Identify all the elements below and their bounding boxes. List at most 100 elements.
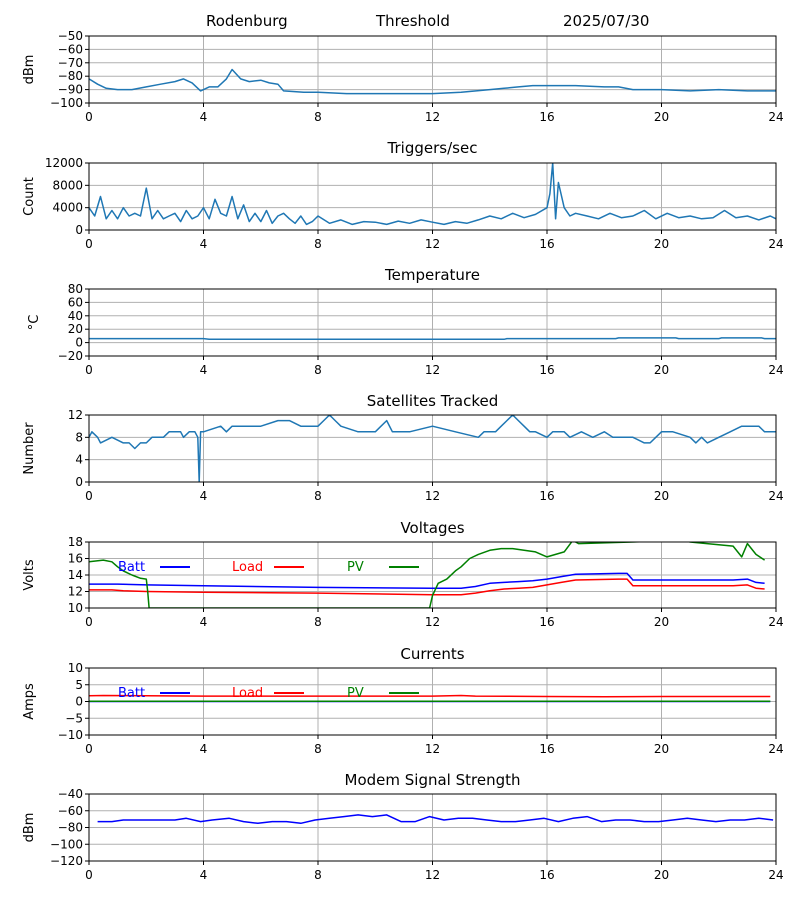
- x-tick-label: 12: [425, 615, 440, 629]
- series-line-0: [89, 68, 776, 95]
- x-tick-label: 12: [425, 489, 440, 503]
- y-axis-label: Volts: [22, 559, 37, 591]
- x-tick-label: 16: [539, 237, 554, 251]
- x-tick-label: 8: [314, 489, 322, 503]
- series-line-0: [89, 337, 776, 341]
- series-group: [89, 415, 776, 482]
- x-tick-label: 16: [539, 742, 554, 756]
- legend-label: Load: [232, 560, 263, 575]
- chart-title: Temperature: [384, 266, 480, 284]
- x-tick-label: 0: [85, 110, 93, 124]
- series-line-load: [89, 694, 771, 698]
- x-tick-label: 0: [85, 489, 93, 503]
- y-tick-label: 8000: [52, 178, 83, 192]
- chart-title: Modem Signal Strength: [345, 771, 521, 789]
- x-tick-label: 4: [200, 868, 208, 882]
- y-axis-label: Number: [22, 422, 37, 475]
- y-tick-label: −5: [65, 711, 83, 725]
- x-tick-label: 24: [768, 489, 783, 503]
- y-tick-label: 18: [68, 535, 83, 549]
- y-tick-label: 60: [68, 295, 83, 309]
- series-line-pv: [89, 542, 766, 608]
- y-axis-label: Count: [22, 177, 37, 216]
- x-tick-label: 24: [768, 615, 783, 629]
- y-tick-label: 12000: [45, 156, 83, 170]
- x-tick-label: 0: [85, 237, 93, 251]
- x-tick-label: 4: [200, 615, 208, 629]
- y-tick-label: −100: [50, 837, 83, 851]
- series-group: [89, 68, 776, 95]
- x-tick-label: 16: [539, 363, 554, 377]
- x-tick-label: 0: [85, 742, 93, 756]
- y-tick-label: −90: [58, 83, 83, 97]
- series-group: [89, 337, 776, 341]
- x-tick-label: 8: [314, 363, 322, 377]
- y-tick-label: 0: [75, 336, 83, 350]
- x-tick-label: 0: [85, 363, 93, 377]
- x-tick-label: 12: [425, 110, 440, 124]
- y-tick-label: −80: [58, 69, 83, 83]
- chart-panel-5: 0 4 8 12 16 20 24 −10 −5 0 5 10 Currents Amps Batt Load…: [22, 645, 784, 756]
- x-tick-label: 8: [314, 110, 322, 124]
- chart-panel-1: 0 4 8 12 16 20 24 0 4000 8000 12000 Triggers/sec Cou…: [22, 139, 784, 251]
- chart-title: Satellites Tracked: [367, 392, 498, 410]
- y-tick-label: −70: [58, 56, 83, 70]
- series-group: [89, 694, 771, 703]
- y-tick-label: 4: [75, 453, 83, 467]
- series-line-batt: [89, 572, 765, 589]
- x-tick-label: 12: [425, 742, 440, 756]
- y-axis-label: dBm: [22, 55, 37, 85]
- y-tick-label: −60: [58, 42, 83, 56]
- x-tick-label: 20: [654, 363, 669, 377]
- x-tick-label: 20: [654, 237, 669, 251]
- y-tick-label: 12: [68, 585, 83, 599]
- header-mode: Threshold: [376, 12, 450, 30]
- y-tick-label: −20: [58, 349, 83, 363]
- y-axis-label: °C: [27, 315, 42, 331]
- x-tick-label: 20: [654, 868, 669, 882]
- series-group: [89, 163, 776, 226]
- y-tick-label: −80: [58, 821, 83, 835]
- x-tick-label: 16: [539, 868, 554, 882]
- x-tick-label: 20: [654, 110, 669, 124]
- y-axis-label: Amps: [22, 683, 37, 720]
- y-tick-label: 8: [75, 430, 83, 444]
- x-tick-label: 24: [768, 237, 783, 251]
- y-tick-label: 0: [75, 223, 83, 237]
- y-tick-label: 10: [68, 661, 83, 675]
- x-tick-label: 0: [85, 868, 93, 882]
- header-date: 2025/07/30: [563, 12, 650, 30]
- x-tick-label: 24: [768, 110, 783, 124]
- y-tick-label: 5: [75, 678, 83, 692]
- y-tick-label: 12: [68, 408, 83, 422]
- y-tick-label: −50: [58, 29, 83, 43]
- x-tick-label: 20: [654, 615, 669, 629]
- y-tick-label: −100: [50, 96, 83, 110]
- legend-label: Batt: [118, 560, 145, 575]
- chart-panel-4: 0 4 8 12 16 20 24 10 12 14 16 18 Voltages Volts Batt Lo…: [22, 519, 784, 629]
- series-line-0: [97, 814, 774, 825]
- series-line-load: [89, 578, 765, 596]
- y-tick-label: 14: [68, 568, 83, 582]
- x-tick-label: 12: [425, 363, 440, 377]
- legend-label: Load: [232, 686, 263, 701]
- x-tick-label: 16: [539, 489, 554, 503]
- x-tick-label: 4: [200, 489, 208, 503]
- x-tick-label: 16: [539, 615, 554, 629]
- y-tick-label: −40: [58, 787, 83, 801]
- y-tick-label: 80: [68, 282, 83, 296]
- chart-title: Voltages: [400, 519, 464, 537]
- y-tick-label: 0: [75, 695, 83, 709]
- x-tick-label: 4: [200, 110, 208, 124]
- y-tick-label: 20: [68, 322, 83, 336]
- x-tick-label: 4: [200, 363, 208, 377]
- legend-label: PV: [347, 560, 364, 575]
- x-tick-label: 12: [425, 868, 440, 882]
- x-tick-label: 0: [85, 615, 93, 629]
- x-tick-label: 8: [314, 742, 322, 756]
- x-tick-label: 24: [768, 868, 783, 882]
- x-tick-label: 8: [314, 615, 322, 629]
